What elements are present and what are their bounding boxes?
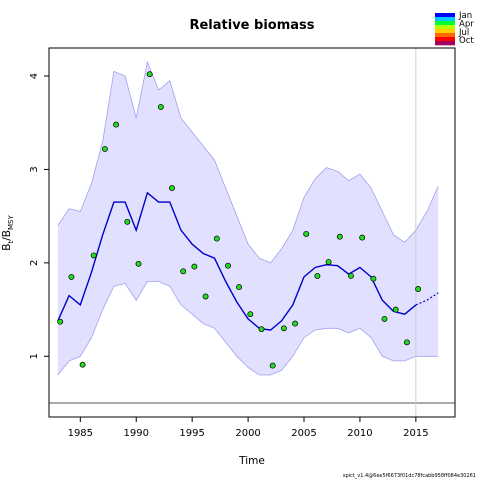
- y-axis-label: Bt/BMSY: [1, 215, 15, 251]
- observation-point-19: [269, 362, 276, 369]
- observation-point-18: [258, 326, 265, 333]
- observation-point-11: [180, 268, 187, 275]
- observation-point-13: [202, 293, 209, 300]
- observation-point-0: [57, 318, 64, 325]
- observation-point-1: [68, 273, 75, 280]
- legend-swatch-5: [435, 33, 455, 38]
- x-tick-label-1985: 1985: [68, 428, 93, 439]
- x-tick-label-2005: 2005: [291, 428, 316, 439]
- y-label-main: B: [1, 244, 13, 251]
- confidence-band: [57, 62, 439, 375]
- x-tick-label-2015: 2015: [403, 428, 428, 439]
- observation-point-29: [381, 315, 388, 322]
- observation-point-2: [79, 361, 86, 368]
- legend-swatch-2: [435, 21, 455, 26]
- x-tick-label-2000: 2000: [235, 428, 260, 439]
- footer-version: spict_v1.4@6ee5f6673f01dc78fcabb958ff084…: [343, 473, 476, 479]
- x-tick-label-1990: 1990: [124, 428, 149, 439]
- observation-point-10: [169, 185, 175, 192]
- observation-point-31: [403, 339, 410, 346]
- observation-point-32: [415, 286, 422, 292]
- band-upper-edge: [57, 60, 439, 264]
- y-axis: 1 2 3 4: [29, 73, 49, 359]
- legend-label-jul: Jul: [458, 28, 469, 38]
- observation-point-9: [157, 103, 164, 110]
- band-lower-edge: [57, 281, 439, 376]
- x-axis-label: Time: [238, 455, 265, 467]
- legend-swatch-3: [435, 25, 455, 30]
- x-tick-label-2010: 2010: [347, 428, 372, 439]
- y-label-mid: /B: [1, 230, 13, 241]
- observation-point-27: [359, 234, 366, 241]
- y-tick-label-1: 1: [29, 353, 40, 359]
- legend-label-apr: Apr: [459, 19, 474, 29]
- observation-point-20: [280, 325, 287, 332]
- observation-point-24: [325, 258, 332, 265]
- chart-title: Relative biomass: [189, 18, 314, 33]
- observation-point-3: [90, 252, 97, 259]
- observation-point-16: [236, 284, 243, 291]
- observation-point-30: [392, 306, 399, 313]
- y-label-sub1: t: [7, 241, 15, 244]
- plot-frame: [48, 47, 456, 418]
- legend-swatch-1: [435, 17, 455, 22]
- observation-point-23: [314, 272, 321, 279]
- legend-label-jan: Jan: [458, 11, 472, 21]
- forecast-line: [415, 292, 439, 306]
- legend-swatch-6: [435, 37, 455, 42]
- x-tick-label-1995: 1995: [179, 428, 204, 439]
- legend-swatch-0: [435, 13, 455, 18]
- estimate-line: [57, 191, 417, 331]
- y-tick-label-2: 2: [29, 260, 40, 266]
- legend-label-oct: Oct: [459, 36, 474, 46]
- y-tick-label-4: 4: [29, 73, 40, 79]
- plot-area: [49, 48, 455, 417]
- legend-swatch-7: [435, 41, 455, 46]
- observation-point-15: [225, 262, 231, 269]
- observation-point-17: [247, 311, 254, 318]
- y-tick-label-3: 3: [29, 166, 40, 172]
- y-label-sub2: MSY: [7, 215, 15, 230]
- observation-point-14: [213, 235, 220, 242]
- legend-swatch-4: [435, 29, 455, 34]
- observation-point-5: [113, 121, 120, 128]
- observation-point-8: [146, 71, 153, 78]
- observation-point-4: [101, 145, 108, 152]
- observation-point-25: [336, 233, 343, 240]
- observation-point-28: [370, 275, 377, 282]
- observation-point-7: [135, 260, 142, 267]
- observation-point-12: [191, 263, 198, 270]
- observation-point-21: [292, 320, 299, 327]
- observation-point-22: [303, 230, 310, 237]
- observation-point-26: [348, 272, 354, 279]
- observation-point-6: [124, 218, 131, 225]
- x-axis: 1985 1990 1995 2000 2005 2010 2015: [68, 417, 429, 439]
